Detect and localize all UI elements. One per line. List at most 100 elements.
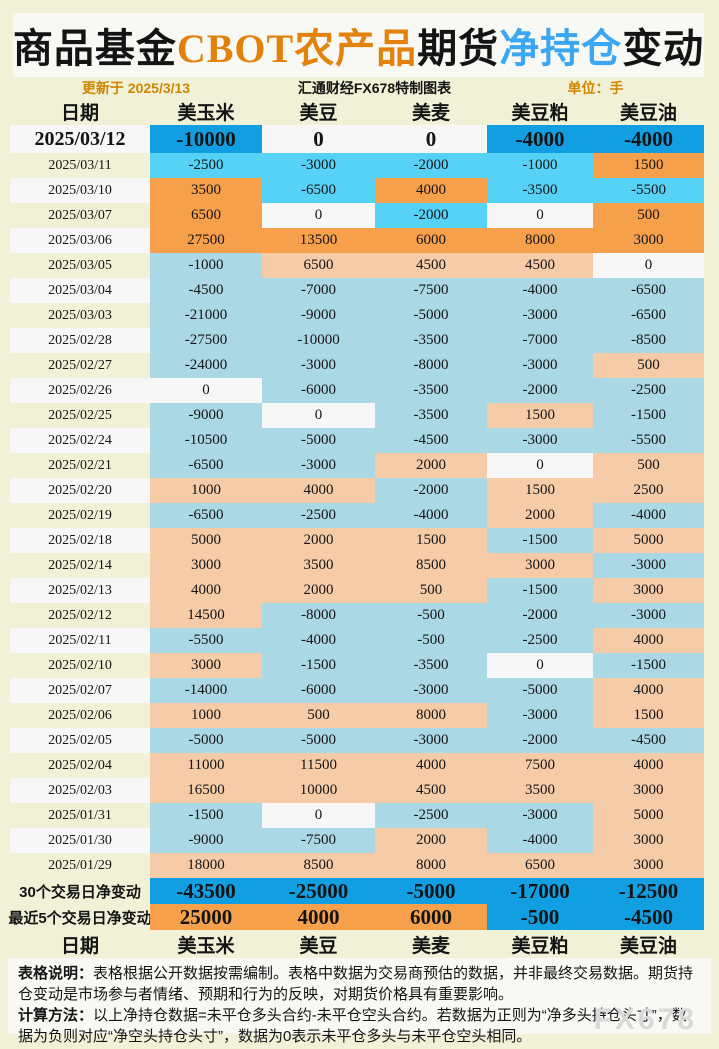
value-cell: -6500 xyxy=(593,303,704,328)
value-cell: 1000 xyxy=(150,703,262,728)
date-cell: 2025/02/05 xyxy=(10,728,150,753)
value-cell: 6000 xyxy=(375,228,487,253)
column-header-0: 日期 xyxy=(60,935,99,957)
value-cell: -2500 xyxy=(593,378,704,403)
summary-label: 30个交易日净变动 xyxy=(19,883,141,901)
value-cell: 500 xyxy=(593,453,704,478)
value-cell: -3000 xyxy=(487,803,593,828)
table-row: 2025/02/03 16500 10000 4500 3500 3000 xyxy=(0,778,719,803)
value-cell: 6500 xyxy=(487,853,593,878)
value-cell: -5500 xyxy=(593,428,704,453)
value-cell: -3000 xyxy=(487,428,593,453)
value-cell: 13500 xyxy=(262,228,375,253)
value-cell: 8000 xyxy=(375,853,487,878)
value-cell: -21000 xyxy=(150,303,262,328)
value-cell: -4000 xyxy=(593,125,704,153)
date-cell: 2025/02/11 xyxy=(10,628,150,653)
date-cell: 2025/02/14 xyxy=(48,557,112,573)
value-cell: -2000 xyxy=(375,153,487,178)
date-cell: 2025/02/26 xyxy=(10,378,150,403)
value-cell: 1500 xyxy=(593,153,704,178)
summary-value: -25000 xyxy=(262,878,375,904)
value-cell: -8500 xyxy=(593,328,704,353)
value-cell: 3000 xyxy=(150,653,262,678)
table-row: 2025/02/24 -10500 -5000 -4500 -3000 -5500 xyxy=(0,428,719,453)
value-cell: -1000 xyxy=(150,253,262,278)
column-header-2: 美豆 xyxy=(299,103,338,124)
table-row: 2025/03/05 -1000 6500 4500 4500 0 xyxy=(0,253,719,278)
value-cell: -4000 xyxy=(487,125,593,153)
value-cell: 2500 xyxy=(593,478,704,503)
value-cell: -7000 xyxy=(262,278,375,303)
value-cell: -4000 xyxy=(262,628,375,653)
value-cell: -9000 xyxy=(150,828,262,853)
table-row: 2025/02/14 3000 3500 8500 3000 -3000 xyxy=(0,553,719,578)
table-row: 2025/02/06 1000 500 8000 -3000 1500 xyxy=(0,703,719,728)
value-cell: -9000 xyxy=(262,303,375,328)
table-row: 2025/03/10 3500 -6500 4000 -3500 -5500 xyxy=(0,178,719,203)
date-cell: 2025/02/18 xyxy=(10,528,150,553)
value-cell: -6000 xyxy=(262,678,375,703)
table-row: 2025/02/19 -6500 -2500 -4000 2000 -4000 xyxy=(0,503,719,528)
summary-row: 30个交易日净变动 -43500 -25000 -5000 -17000 -12500 xyxy=(0,878,719,904)
value-cell: -10000 xyxy=(262,328,375,353)
column-header-1: 美玉米 xyxy=(177,935,235,957)
table-row: 2025/02/12 14500 -8000 -500 -2000 -3000 xyxy=(0,603,719,628)
column-header-4: 美豆粕 xyxy=(511,103,569,124)
summary-value: -500 xyxy=(487,904,593,930)
value-cell: 27500 xyxy=(150,228,262,253)
table-row: 2025/02/11 -5500 -4000 -500 -2500 4000 xyxy=(0,628,719,653)
date-cell: 2025/02/19 xyxy=(48,507,112,523)
note-method-label: 计算方法： xyxy=(18,1007,94,1024)
value-cell: 5000 xyxy=(150,528,262,553)
value-cell: 5000 xyxy=(593,803,704,828)
column-header-row: 日期 美玉米 美豆 美麦 美豆粕 美豆油 xyxy=(0,98,719,125)
note-description-label: 表格说明： xyxy=(18,965,94,982)
value-cell: -5000 xyxy=(262,728,375,753)
column-header-4: 美豆粕 xyxy=(511,935,569,957)
value-cell: -27500 xyxy=(150,328,262,353)
value-cell: 4500 xyxy=(487,253,593,278)
value-cell: -1500 xyxy=(487,578,593,603)
value-cell: -4500 xyxy=(593,728,704,753)
table-body: 2025/03/12 -10000 0 0 -4000 -4000 2025/03/11 -2… xyxy=(0,125,719,878)
value-cell: -3000 xyxy=(487,703,593,728)
value-cell: 3500 xyxy=(487,778,593,803)
value-cell: -5000 xyxy=(375,303,487,328)
value-cell: -2000 xyxy=(487,603,593,628)
table-row: 2025/02/13 4000 2000 500 -1500 3000 xyxy=(0,578,719,603)
page-title: 商品基金 CBOT农产品 期货 净持仓 变动 xyxy=(13,13,704,77)
value-cell: -8000 xyxy=(375,353,487,378)
value-cell: -7500 xyxy=(262,828,375,853)
value-cell: 10000 xyxy=(262,778,375,803)
value-cell: -1500 xyxy=(593,653,704,678)
updated-date-label: 更新于 2025/3/13 xyxy=(81,79,191,96)
value-cell: 14500 xyxy=(150,603,262,628)
value-cell: 0 xyxy=(593,253,704,278)
table-row: 2025/02/21 -6500 -3000 2000 0 500 xyxy=(0,453,719,478)
table-row: 2025/03/11 -2500 -3000 -2000 -1000 1500 xyxy=(0,153,719,178)
value-cell: -2000 xyxy=(375,478,487,503)
date-cell: 2025/02/07 xyxy=(10,678,150,703)
value-cell: 0 xyxy=(262,403,375,428)
date-cell: 2025/02/24 xyxy=(10,428,150,453)
column-header-3: 美麦 xyxy=(411,103,450,124)
value-cell: 1000 xyxy=(150,478,262,503)
value-cell: -3500 xyxy=(375,378,487,403)
summary-value: 25000 xyxy=(150,904,262,930)
value-cell: 3000 xyxy=(593,578,704,603)
table-row: 2025/02/18 5000 2000 1500 -1500 5000 xyxy=(0,528,719,553)
date-cell: 2025/02/25 xyxy=(48,407,112,423)
value-cell: 4500 xyxy=(375,253,487,278)
value-cell: 4000 xyxy=(593,753,704,778)
value-cell: 8000 xyxy=(487,228,593,253)
date-cell: 2025/02/28 xyxy=(10,328,150,353)
table-row: 2025/02/25 -9000 0 -3500 1500 -1500 xyxy=(0,403,719,428)
note-method: 计算方法：以上净持仓数据=未平仓多头合约-未平仓空头合约。若数据为正则为“净多头… xyxy=(18,1005,701,1047)
value-cell: -3000 xyxy=(375,728,487,753)
value-cell: 0 xyxy=(262,803,375,828)
value-cell: 8500 xyxy=(262,853,375,878)
column-header-0: 日期 xyxy=(60,103,99,124)
value-cell: 3000 xyxy=(593,228,704,253)
table-notes: 表格说明：表格根据公开数据按需编制。表格中数据为交易商预估的数据，并非最终交易数… xyxy=(8,958,711,1045)
